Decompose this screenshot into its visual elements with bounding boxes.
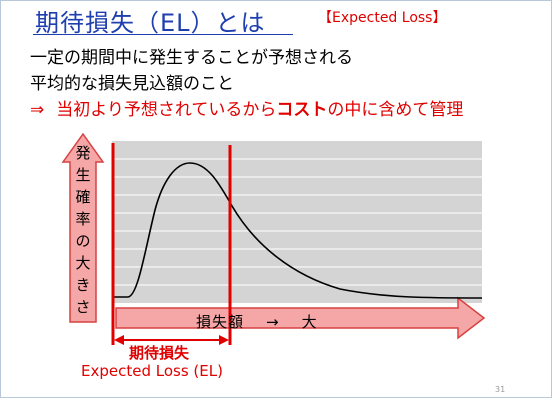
definition-line-1: 一定の期間中に発生することが予想される xyxy=(30,48,353,68)
conclusion-text-cost: コスト xyxy=(276,100,328,120)
x-axis-arrow xyxy=(115,296,486,340)
conclusion-text-before: 当初より予想されているから xyxy=(56,100,277,120)
x-axis-label-arrow: → xyxy=(266,313,280,331)
y-axis-label-char: の xyxy=(75,231,91,250)
slide-title: 期待損失（EL）とは xyxy=(35,9,266,37)
expected-loss-tag: 【Expected Loss】 xyxy=(318,10,447,26)
title-underline xyxy=(33,34,293,35)
loss-distribution-curve xyxy=(112,162,483,299)
span-arrow-left-head xyxy=(114,335,124,345)
expected-loss-label-ja: 期待損失 xyxy=(129,344,190,362)
expected-loss-label-en: Expected Loss (EL) xyxy=(81,362,223,380)
y-axis-label-char: 確 xyxy=(75,187,91,206)
conclusion-line: ⇒ 当初より予想されているからコストの中に含めて管理 xyxy=(30,95,463,120)
y-axis-label: 発生確率の大きさ xyxy=(74,142,92,318)
y-axis-arrow xyxy=(61,132,105,323)
plot-background xyxy=(112,141,482,303)
definition-line-2: 平均的な損失見込額のこと xyxy=(30,74,234,94)
y-axis-label-char: さ xyxy=(75,297,91,316)
y-axis-label-char: 率 xyxy=(75,209,91,228)
page-number: 31 xyxy=(495,385,506,394)
y-axis-label-char: 生 xyxy=(75,165,91,184)
implies-arrow: ⇒ xyxy=(30,100,45,120)
plot-gridlines xyxy=(112,158,482,286)
x-axis-label: 損失額 → 大 xyxy=(196,311,318,332)
y-axis-label-char: 発 xyxy=(75,143,91,162)
x-axis-label-direction: 大 xyxy=(301,313,318,331)
y-axis-label-char: 大 xyxy=(75,253,91,272)
x-axis-label-text: 損失額 xyxy=(196,313,245,331)
span-arrow-right-head xyxy=(219,335,229,345)
y-axis-label-char: き xyxy=(75,275,91,294)
conclusion-text-after: の中に含めて管理 xyxy=(327,100,464,120)
